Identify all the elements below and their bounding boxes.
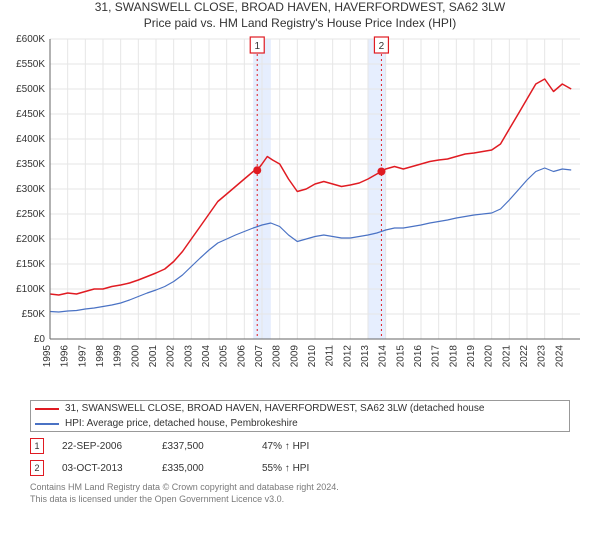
- x-tick-label: 2015: [395, 345, 406, 368]
- legend-swatch: [35, 408, 59, 410]
- legend-row: 31, SWANSWELL CLOSE, BROAD HAVEN, HAVERF…: [31, 401, 569, 416]
- x-tick-label: 2001: [148, 345, 159, 368]
- x-tick-label: 2021: [501, 345, 512, 368]
- x-tick-label: 2005: [219, 345, 230, 368]
- x-tick-label: 2022: [519, 345, 530, 368]
- legend-label: 31, SWANSWELL CLOSE, BROAD HAVEN, HAVERF…: [65, 403, 484, 414]
- x-tick-label: 2004: [201, 345, 212, 368]
- x-tick-label: 2006: [236, 345, 247, 368]
- legend-swatch: [35, 423, 59, 425]
- x-tick-label: 2023: [537, 345, 548, 368]
- x-tick-label: 2016: [413, 345, 424, 368]
- x-tick-label: 1995: [42, 345, 53, 368]
- marker-table: 1 22-SEP-2006£337,50047% ↑ HPI 2 03-OCT-201…: [0, 438, 600, 476]
- y-tick-label: £550K: [16, 59, 45, 70]
- x-tick-label: 2020: [484, 345, 495, 368]
- footnote-line-2: This data is licensed under the Open Gov…: [30, 494, 284, 504]
- x-tick-label: 2003: [183, 345, 194, 368]
- marker-date: 03-OCT-2013: [62, 463, 162, 474]
- y-tick-label: £100K: [16, 284, 45, 295]
- x-tick-label: 2019: [466, 345, 477, 368]
- marker-dot: [377, 168, 385, 176]
- x-tick-label: 1996: [60, 345, 71, 368]
- title-line-1: 31, SWANSWELL CLOSE, BROAD HAVEN, HAVERF…: [0, 0, 600, 16]
- marker-flag-num: 1: [254, 41, 260, 52]
- x-tick-label: 2007: [254, 345, 265, 368]
- y-tick-label: £200K: [16, 234, 45, 245]
- y-tick-label: £400K: [16, 134, 45, 145]
- legend: 31, SWANSWELL CLOSE, BROAD HAVEN, HAVERF…: [30, 400, 570, 432]
- x-tick-label: 2013: [360, 345, 371, 368]
- x-tick-label: 2011: [325, 345, 336, 367]
- series-subject: [50, 79, 571, 295]
- x-tick-label: 2000: [130, 345, 141, 368]
- y-tick-label: £450K: [16, 109, 45, 120]
- marker-row: 2 03-OCT-2013£335,00055% ↑ HPI: [30, 460, 570, 476]
- y-tick-label: £0: [34, 334, 46, 345]
- x-tick-label: 2012: [342, 345, 353, 368]
- x-tick-label: 1999: [113, 345, 124, 368]
- y-tick-label: £500K: [16, 84, 45, 95]
- marker-number-box: 2: [30, 460, 44, 476]
- marker-dot: [253, 166, 261, 174]
- x-tick-label: 2010: [307, 345, 318, 368]
- price-chart: £0 £50K £100K £150K £200K £250K £300K £350K £400…: [0, 31, 600, 391]
- marker-delta: 55% ↑ HPI: [262, 463, 362, 474]
- marker-delta: 47% ↑ HPI: [262, 441, 362, 452]
- marker-date: 22-SEP-2006: [62, 441, 162, 452]
- y-tick-label: £150K: [16, 259, 45, 270]
- footnote: Contains HM Land Registry data © Crown c…: [30, 482, 570, 505]
- marker-price: £337,500: [162, 441, 262, 452]
- marker-flag-num: 2: [379, 41, 385, 52]
- x-tick-label: 2014: [378, 345, 389, 368]
- x-tick-label: 2008: [272, 345, 283, 368]
- y-tick-label: £50K: [22, 309, 46, 320]
- x-tick-label: 2002: [166, 345, 177, 368]
- marker-row: 1 22-SEP-2006£337,50047% ↑ HPI: [30, 438, 570, 454]
- x-tick-label: 2018: [448, 345, 459, 368]
- chart-container: £0 £50K £100K £150K £200K £250K £300K £350K £400…: [0, 31, 600, 396]
- footnote-line-1: Contains HM Land Registry data © Crown c…: [30, 482, 339, 492]
- series-hpi: [50, 168, 571, 312]
- x-tick-label: 2024: [554, 345, 565, 368]
- marker-price: £335,000: [162, 463, 262, 474]
- y-tick-label: £350K: [16, 159, 45, 170]
- y-tick-label: £250K: [16, 209, 45, 220]
- legend-row: HPI: Average price, detached house, Pemb…: [31, 416, 569, 431]
- title-line-2: Price paid vs. HM Land Registry's House …: [0, 16, 600, 32]
- legend-label: HPI: Average price, detached house, Pemb…: [65, 418, 298, 429]
- x-tick-label: 1997: [77, 345, 88, 368]
- y-tick-label: £600K: [16, 34, 45, 45]
- y-tick-label: £300K: [16, 184, 45, 195]
- marker-number-box: 1: [30, 438, 44, 454]
- x-tick-label: 2017: [431, 345, 442, 368]
- x-tick-label: 1998: [95, 345, 106, 368]
- x-tick-label: 2009: [289, 345, 300, 368]
